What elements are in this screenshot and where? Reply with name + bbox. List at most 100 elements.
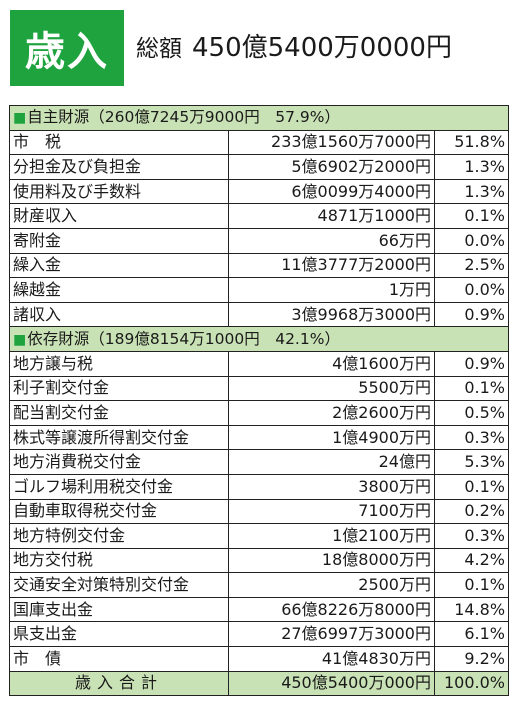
item-amount: 41億4830万円 (228, 646, 435, 672)
item-amount: 4871万1000円 (228, 203, 435, 229)
table-row: 市 税 233億1560万7000円 51.8% (9, 129, 510, 156)
item-percent: 14.8% (433, 596, 510, 623)
revenue-badge: 歳入 (10, 10, 124, 86)
item-percent: 2.5% (433, 252, 510, 279)
revenue-table: ■自主財源（260億7245万9000円 57.9%）市 税 233億1560万7… (8, 105, 510, 697)
revenue-table-body: ■自主財源（260億7245万9000円 57.9%）市 税 233億1560万7… (8, 105, 510, 697)
item-amount: 11億3777万2000円 (228, 252, 435, 279)
item-percent: 5.3% (433, 449, 510, 475)
section-title: 自主財源（260億7245万9000円 57.9%） (27, 108, 340, 127)
item-percent: 6.1% (433, 621, 510, 648)
item-name: 地方消費税交付金 (9, 449, 229, 475)
table-row: 諸収入 3億9968万3000円 0.9% (9, 301, 510, 328)
table-row: 自動車取得税交付金 7100万円 0.2% (9, 498, 510, 525)
item-percent: 0.5% (433, 400, 510, 426)
table-row: 財産収入 4871万1000円 0.1% (9, 203, 510, 229)
item-amount: 3億9968万3000円 (228, 301, 435, 328)
item-percent: 0.1% (433, 375, 510, 402)
item-name: 地方特例交付金 (9, 523, 229, 549)
item-percent: 0.3% (433, 523, 510, 549)
item-name: 配当割交付金 (9, 400, 229, 426)
item-name: 財産収入 (9, 203, 229, 229)
item-amount: 4億1600万円 (228, 350, 435, 377)
table-row: 利子割交付金 5500万円 0.1% (9, 375, 510, 402)
item-amount: 1億4900万円 (228, 424, 435, 451)
item-name: 分担金及び負担金 (9, 154, 229, 180)
total-row-percent: 100.0% (433, 670, 510, 697)
item-percent: 9.2% (433, 646, 510, 672)
item-name: 市 債 (9, 646, 229, 672)
item-amount: 66万円 (228, 227, 435, 254)
table-row: 市 債 41億4830万円 9.2% (9, 646, 510, 672)
table-row: ゴルフ場利用税交付金 3800万円 0.1% (9, 473, 510, 500)
item-name: 使用料及び手数料 (9, 178, 229, 205)
item-name: 寄附金 (9, 227, 229, 254)
item-name: 市 税 (9, 129, 229, 156)
item-name: ゴルフ場利用税交付金 (9, 473, 229, 500)
item-percent: 1.3% (433, 154, 510, 180)
section-header-row: ■自主財源（260億7245万9000円 57.9%） (8, 105, 510, 131)
item-name: 利子割交付金 (9, 375, 229, 402)
total-amount: 450億5400万0000円 (192, 33, 452, 63)
section-title-cell: ■自主財源（260億7245万9000円 57.9%） (8, 105, 510, 131)
item-name: 株式等譲渡所得割交付金 (9, 424, 229, 451)
total-row: 歳入合計 450億5400万000円 100.0% (9, 670, 510, 697)
item-percent: 0.2% (433, 498, 510, 525)
item-amount: 1億2100万円 (228, 523, 435, 549)
item-name: 交通安全対策特別交付金 (9, 572, 229, 598)
item-name: 地方譲与税 (9, 350, 229, 377)
item-amount: 6億0099万4000円 (228, 178, 435, 205)
item-percent: 0.9% (433, 301, 510, 328)
item-name: 繰入金 (9, 252, 229, 279)
item-amount: 2億2600万円 (228, 400, 435, 426)
item-percent: 0.3% (433, 424, 510, 451)
item-amount: 5500万円 (228, 375, 435, 402)
item-name: 繰越金 (9, 277, 229, 303)
table-row: 地方譲与税 4億1600万円 0.9% (9, 350, 510, 377)
item-amount: 233億1560万7000円 (228, 129, 435, 156)
item-amount: 1万円 (228, 277, 435, 303)
item-amount: 66億8226万8000円 (228, 596, 435, 623)
item-percent: 0.0% (433, 277, 510, 303)
section-title: 依存財源（189億8154万1000円 42.1%） (27, 329, 340, 348)
table-row: 地方消費税交付金 24億円 5.3% (9, 449, 510, 475)
item-amount: 24億円 (228, 449, 435, 475)
page-header: 歳入 総額 450億5400万0000円 (10, 10, 507, 86)
table-row: 繰入金 11億3777万2000円 2.5% (9, 252, 510, 279)
table-row: 寄附金 66万円 0.0% (9, 227, 510, 254)
green-square-icon: ■ (13, 110, 27, 127)
item-percent: 0.1% (433, 203, 510, 229)
item-percent: 0.9% (433, 350, 510, 377)
table-row: 交通安全対策特別交付金 2500万円 0.1% (9, 572, 510, 598)
table-row: 使用料及び手数料 6億0099万4000円 1.3% (9, 178, 510, 205)
item-name: 国庫支出金 (9, 596, 229, 623)
item-name: 県支出金 (9, 621, 229, 648)
item-percent: 1.3% (433, 178, 510, 205)
item-amount: 2500万円 (228, 572, 435, 598)
table-row: 国庫支出金 66億8226万8000円 14.8% (9, 596, 510, 623)
total-label: 歳入合計 (9, 670, 229, 697)
item-percent: 0.1% (433, 473, 510, 500)
item-percent: 4.2% (433, 547, 510, 574)
total-prefix: 総額 (136, 36, 182, 62)
table-row: 分担金及び負担金 5億6902万2000円 1.3% (9, 154, 510, 180)
table-row: 繰越金 1万円 0.0% (9, 277, 510, 303)
table-row: 県支出金 27億6997万3000円 6.1% (9, 621, 510, 648)
table-row: 配当割交付金 2億2600万円 0.5% (9, 400, 510, 426)
item-amount: 3800万円 (228, 473, 435, 500)
total-summary: 総額 450億5400万0000円 (136, 10, 452, 86)
item-name: 自動車取得税交付金 (9, 498, 229, 525)
item-percent: 0.1% (433, 572, 510, 598)
item-amount: 7100万円 (228, 498, 435, 525)
item-amount: 5億6902万2000円 (228, 154, 435, 180)
item-name: 諸収入 (9, 301, 229, 328)
item-amount: 18億8000万円 (228, 547, 435, 574)
item-amount: 27億6997万3000円 (228, 621, 435, 648)
item-name: 地方交付税 (9, 547, 229, 574)
table-row: 地方特例交付金 1億2100万円 0.3% (9, 523, 510, 549)
table-row: 地方交付税 18億8000万円 4.2% (9, 547, 510, 574)
total-row-amount: 450億5400万000円 (228, 670, 435, 697)
section-title-cell: ■依存財源（189億8154万1000円 42.1%） (8, 326, 510, 352)
item-percent: 51.8% (433, 129, 510, 156)
table-row: 株式等譲渡所得割交付金 1億4900万円 0.3% (9, 424, 510, 451)
